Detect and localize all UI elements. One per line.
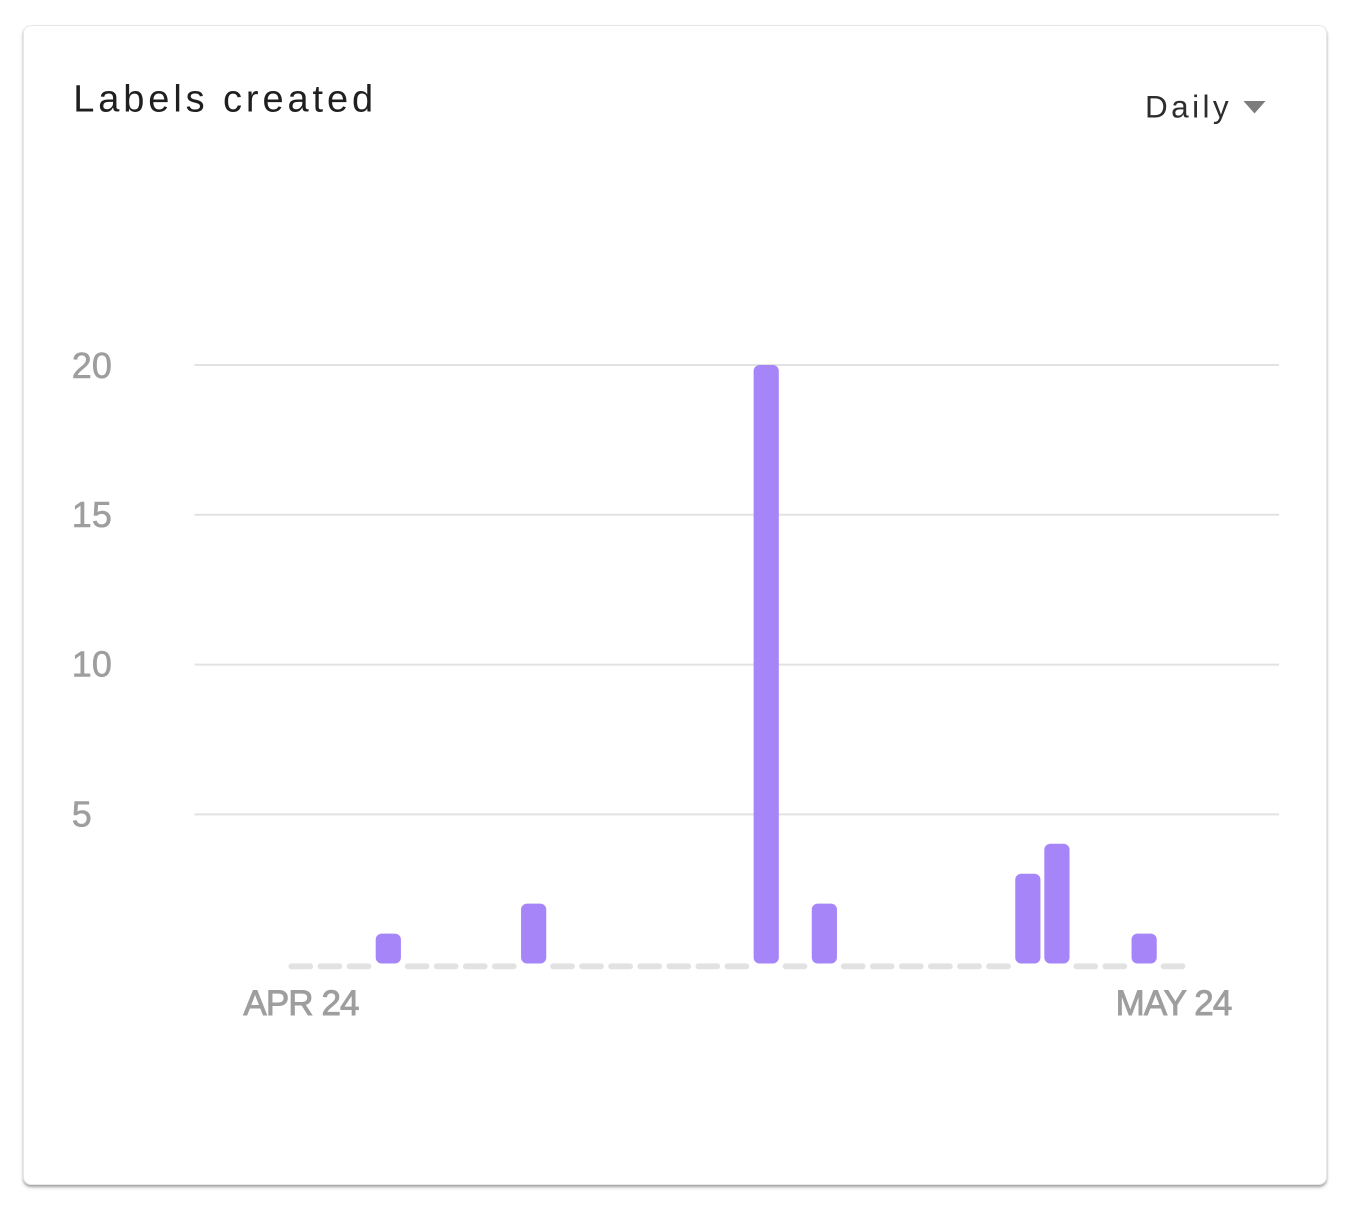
svg-text:Daily: Daily [1145,88,1232,124]
svg-text:APR 24: APR 24 [243,984,359,1023]
svg-text:15: 15 [72,494,112,535]
svg-text:MAY 24: MAY 24 [1116,984,1232,1023]
svg-text:10: 10 [72,644,112,685]
svg-text:5: 5 [72,794,92,835]
svg-text:20: 20 [72,345,112,386]
svg-text:Labels created: Labels created [73,79,377,121]
